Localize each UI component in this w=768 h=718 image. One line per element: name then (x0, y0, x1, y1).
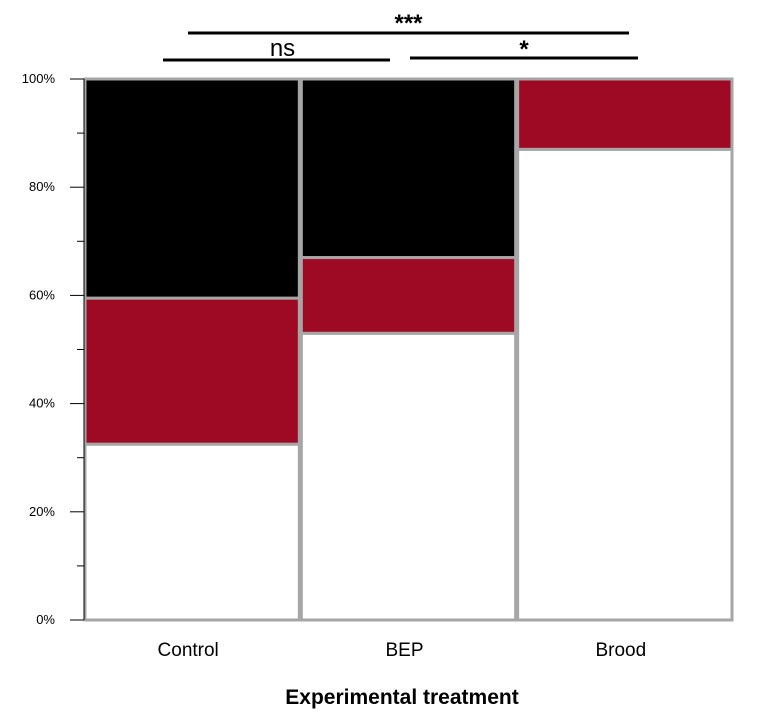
x-tick-label-brood: Brood (595, 640, 646, 661)
y-tick-label: 80% (29, 179, 55, 194)
bar-segment-brood-2 (516, 77, 734, 151)
y-tick-label: 100% (22, 71, 56, 86)
bar-segment-brood-1 (516, 147, 734, 622)
x-tick-label-control: Control (158, 640, 219, 661)
y-tick-label: 0% (36, 612, 55, 627)
bars-layer (83, 77, 734, 622)
significance-label-2: * (519, 36, 529, 63)
bar-segment-bep-1 (299, 331, 518, 622)
significance-annotations: ns **** (163, 10, 638, 63)
bar-segment-bep-3 (299, 77, 518, 260)
bar-segment-control-2 (83, 296, 301, 446)
bar-segment-control-3 (83, 77, 301, 300)
category-labels: Control BEP Brood (158, 640, 647, 661)
y-axis: 0% 20% 40% 60% 80% 100% (22, 71, 85, 627)
y-tick-label: 60% (29, 287, 55, 302)
x-axis-title: Experimental treatment (285, 686, 518, 709)
bar-segment-control-1 (83, 442, 301, 622)
significance-label-1: ns (270, 35, 295, 62)
y-tick-label: 40% (29, 396, 55, 411)
y-tick-label: 20% (29, 504, 55, 519)
significance-label-3: *** (394, 10, 423, 37)
x-tick-label-bep: BEP (385, 640, 423, 661)
bar-segment-bep-2 (299, 256, 518, 335)
